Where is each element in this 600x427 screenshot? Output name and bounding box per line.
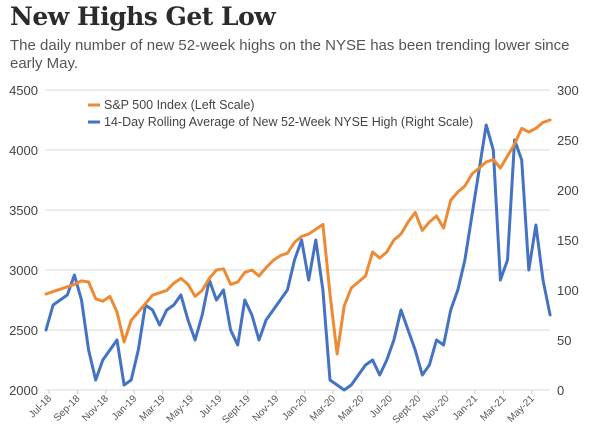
right-tick-label: 200	[557, 183, 579, 198]
left-tick-label: 3500	[9, 203, 38, 218]
x-tick-label: Nov-20	[421, 393, 452, 424]
plot-lines	[44, 118, 552, 392]
left-tick-label: 2500	[9, 323, 38, 338]
right-tick-label: 100	[557, 283, 579, 298]
legend-label-sp500: S&P 500 Index (Left Scale)	[104, 98, 255, 112]
x-tick-label: Sept-20	[391, 393, 424, 426]
x-tick-label: Mar-19	[138, 393, 168, 423]
x-tick-label: Jul-19	[197, 393, 224, 420]
left-tick-label: 4500	[9, 83, 38, 98]
series-line-sp500	[44, 118, 552, 356]
x-tick-label: Sept-19	[220, 393, 253, 426]
x-tick-label: Mar-20	[336, 393, 366, 423]
right-tick-label: 300	[557, 83, 579, 98]
left-tick-label: 3000	[9, 263, 38, 278]
x-tick-label: Jul-20	[368, 393, 395, 420]
x-tick-label: Nov-18	[80, 393, 111, 424]
gridlines	[45, 89, 550, 391]
x-tick-label: Jan-19	[110, 393, 140, 423]
right-tick-label: 150	[557, 233, 579, 248]
x-tick-label: Mar-21	[478, 393, 508, 423]
legend: S&P 500 Index (Left Scale) 14-Day Rollin…	[88, 98, 473, 129]
right-tick-label: 0	[557, 383, 564, 398]
left-tick-label: 4000	[9, 143, 38, 158]
right-tick-label: 250	[557, 133, 579, 148]
left-axis: 2000 2500 3000 3500 4000 4500	[9, 83, 38, 398]
chart-subtitle: The daily number of new 52-week highs on…	[10, 37, 570, 72]
x-tick-label: Sep-18	[52, 393, 83, 424]
x-tick-label: Mar-20	[308, 393, 338, 423]
right-tick-label: 50	[557, 333, 571, 348]
series-line-new-highs	[44, 123, 552, 392]
x-tick-label: May-21	[506, 393, 538, 425]
x-tick-label: Nov-19	[251, 393, 282, 424]
legend-label-new-highs: 14-Day Rolling Average of New 52-Week NY…	[104, 115, 473, 129]
left-tick-label: 2000	[9, 383, 38, 398]
x-tick-label: Jan-21	[451, 393, 481, 423]
chart-title: New Highs Get Low	[10, 2, 276, 31]
x-tick-label: Jan-20	[280, 393, 310, 423]
right-axis: 0 50 100 150 200 250 300	[557, 83, 579, 398]
x-tick-label: May-19	[165, 393, 197, 425]
